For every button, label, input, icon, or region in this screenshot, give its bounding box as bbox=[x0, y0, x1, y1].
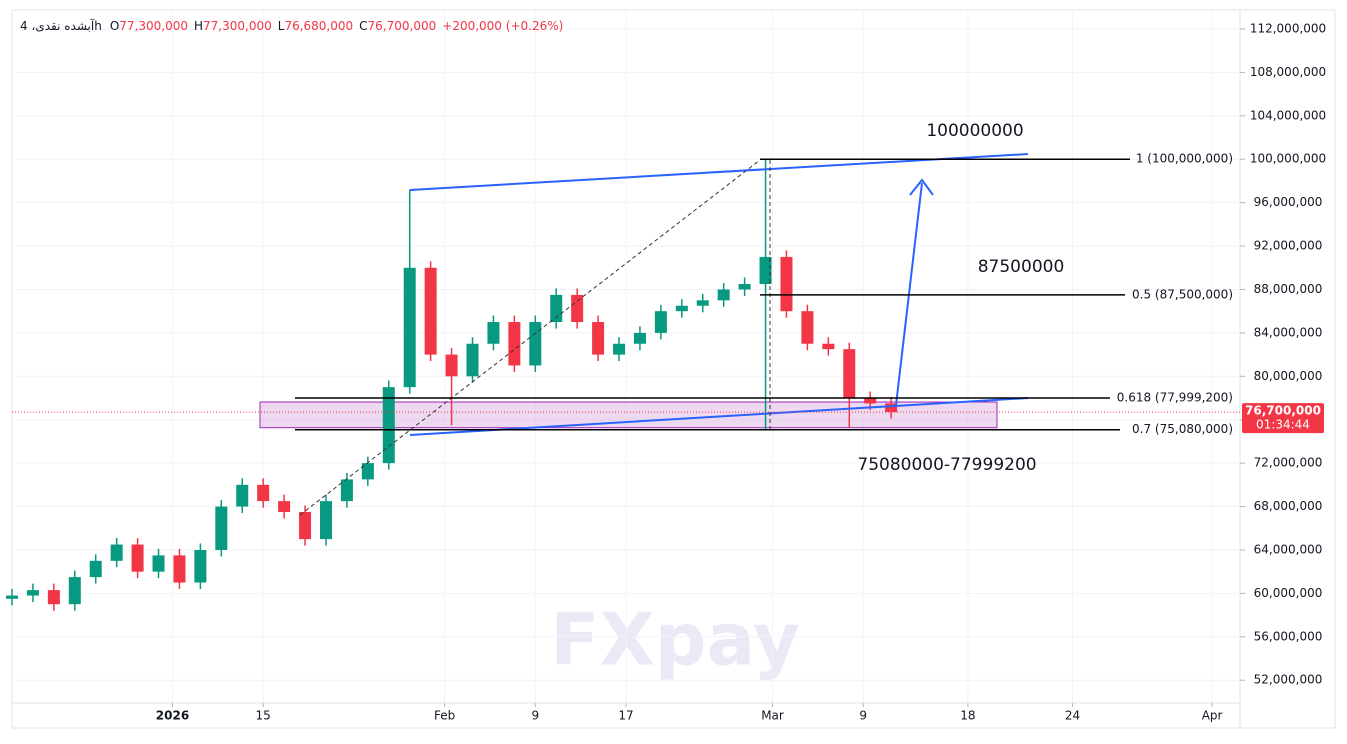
y-tick-label: 108,000,000 bbox=[1250, 65, 1326, 79]
candle-body bbox=[466, 343, 479, 377]
x-tick-label: 24 bbox=[1065, 709, 1080, 723]
candle-body bbox=[759, 256, 772, 285]
candle-body bbox=[89, 560, 102, 578]
candle-body bbox=[675, 305, 688, 312]
y-tick-label: 72,000,000 bbox=[1254, 456, 1323, 470]
candle-body bbox=[508, 322, 521, 366]
candle-body bbox=[6, 595, 18, 599]
annotation: 100000000 bbox=[926, 121, 1023, 141]
candle-body bbox=[47, 590, 60, 605]
y-tick-label: 112,000,000 bbox=[1250, 21, 1326, 35]
x-tick-label: 2026 bbox=[156, 709, 189, 723]
x-tick-label: Mar bbox=[761, 709, 784, 723]
candle-body bbox=[571, 294, 584, 323]
x-tick-label: 9 bbox=[531, 709, 539, 723]
x-tick-label: Apr bbox=[1202, 709, 1223, 723]
ohlc-prefix: O bbox=[110, 19, 119, 33]
ohlc-value: 76,680,000 bbox=[284, 19, 353, 33]
candle-body bbox=[340, 479, 353, 502]
y-tick-label: 64,000,000 bbox=[1254, 542, 1323, 556]
candle-body bbox=[738, 284, 751, 290]
frame bbox=[11, 9, 1336, 729]
candle-body bbox=[780, 256, 793, 312]
candle-body bbox=[487, 322, 500, 344]
candle-body bbox=[278, 501, 291, 512]
candle-body bbox=[801, 311, 814, 344]
candle-body bbox=[110, 544, 123, 561]
y-tick-label: 56,000,000 bbox=[1254, 629, 1323, 643]
price-tag-timer: 01:34:44 bbox=[1256, 418, 1310, 432]
annotation: 75080000-77999200 bbox=[857, 455, 1036, 475]
price-tag-label: 76,700,000 bbox=[1245, 404, 1321, 418]
candle-body bbox=[299, 511, 312, 540]
candle-body bbox=[215, 506, 228, 550]
candle-body bbox=[822, 343, 835, 350]
fib-label: 0.7 (75,080,000) bbox=[1132, 422, 1233, 436]
candle-body bbox=[131, 544, 144, 572]
y-tick-label: 96,000,000 bbox=[1254, 195, 1323, 209]
candle-body bbox=[445, 354, 458, 377]
y-tick-label: 88,000,000 bbox=[1254, 282, 1323, 296]
candle-body bbox=[194, 549, 207, 583]
x-tick-label: Feb bbox=[434, 709, 455, 723]
annotation: 87500000 bbox=[978, 257, 1065, 277]
fib-label: 0.618 (77,999,200) bbox=[1117, 391, 1233, 405]
candle-body bbox=[236, 484, 249, 507]
y-tick-label: 60,000,000 bbox=[1254, 586, 1323, 600]
candle-body bbox=[633, 332, 646, 344]
change: +200,000 (+0.26%) bbox=[442, 19, 563, 33]
ohlc-prefix: H bbox=[194, 19, 203, 33]
fib-label: 1 (100,000,000) bbox=[1136, 152, 1233, 166]
candle-body bbox=[68, 577, 81, 605]
candle-body bbox=[257, 484, 270, 502]
candle-body bbox=[403, 267, 416, 388]
candle-body bbox=[319, 501, 332, 540]
y-tick-label: 80,000,000 bbox=[1254, 369, 1323, 383]
trendline bbox=[409, 153, 1029, 191]
x-tick-label: 15 bbox=[256, 709, 271, 723]
candle-body bbox=[173, 555, 186, 583]
y-tick-label: 68,000,000 bbox=[1254, 499, 1323, 513]
candle-body bbox=[529, 322, 542, 366]
candle-body bbox=[550, 294, 563, 323]
candle-body bbox=[843, 349, 856, 399]
candle-body bbox=[361, 463, 374, 480]
ohlc-value: 77,300,000 bbox=[119, 19, 188, 33]
fib-baseline bbox=[299, 159, 761, 516]
y-tick-label: 104,000,000 bbox=[1250, 108, 1326, 122]
fib-label: 0.5 (87,500,000) bbox=[1132, 287, 1233, 301]
x-tick-label: 18 bbox=[960, 709, 975, 723]
trendline bbox=[409, 397, 1029, 436]
candle-body bbox=[717, 289, 730, 301]
candle-body bbox=[696, 300, 709, 306]
arrow bbox=[895, 182, 923, 406]
arrow-head bbox=[909, 178, 934, 196]
candle-body bbox=[592, 322, 605, 355]
price-tag bbox=[1242, 403, 1324, 434]
symbol: آبشده نقدی، 4h bbox=[20, 18, 102, 33]
y-tick-label: 84,000,000 bbox=[1254, 325, 1323, 339]
candle-body bbox=[152, 555, 165, 572]
ohlc-value: 76,700,000 bbox=[368, 19, 437, 33]
x-tick-label: 17 bbox=[618, 709, 633, 723]
y-tick-label: 52,000,000 bbox=[1254, 673, 1323, 687]
x-tick-label: 9 bbox=[859, 709, 867, 723]
ohlc-prefix: C bbox=[359, 19, 367, 33]
y-tick-label: 100,000,000 bbox=[1250, 152, 1326, 166]
watermark: FXpay bbox=[550, 598, 800, 682]
candle-body bbox=[26, 590, 39, 596]
ohlc-value: 77,300,000 bbox=[203, 19, 272, 33]
header: آبشده نقدی، 4h O77,300,000 H77,300,000 L76,… bbox=[20, 18, 563, 33]
candle-body bbox=[885, 403, 898, 413]
y-tick-label: 92,000,000 bbox=[1254, 239, 1323, 253]
ohlc-prefix: L bbox=[278, 19, 285, 33]
candle-body bbox=[613, 343, 626, 355]
candle-body bbox=[424, 267, 437, 355]
candle-body bbox=[864, 398, 877, 404]
candle-body bbox=[654, 311, 667, 333]
